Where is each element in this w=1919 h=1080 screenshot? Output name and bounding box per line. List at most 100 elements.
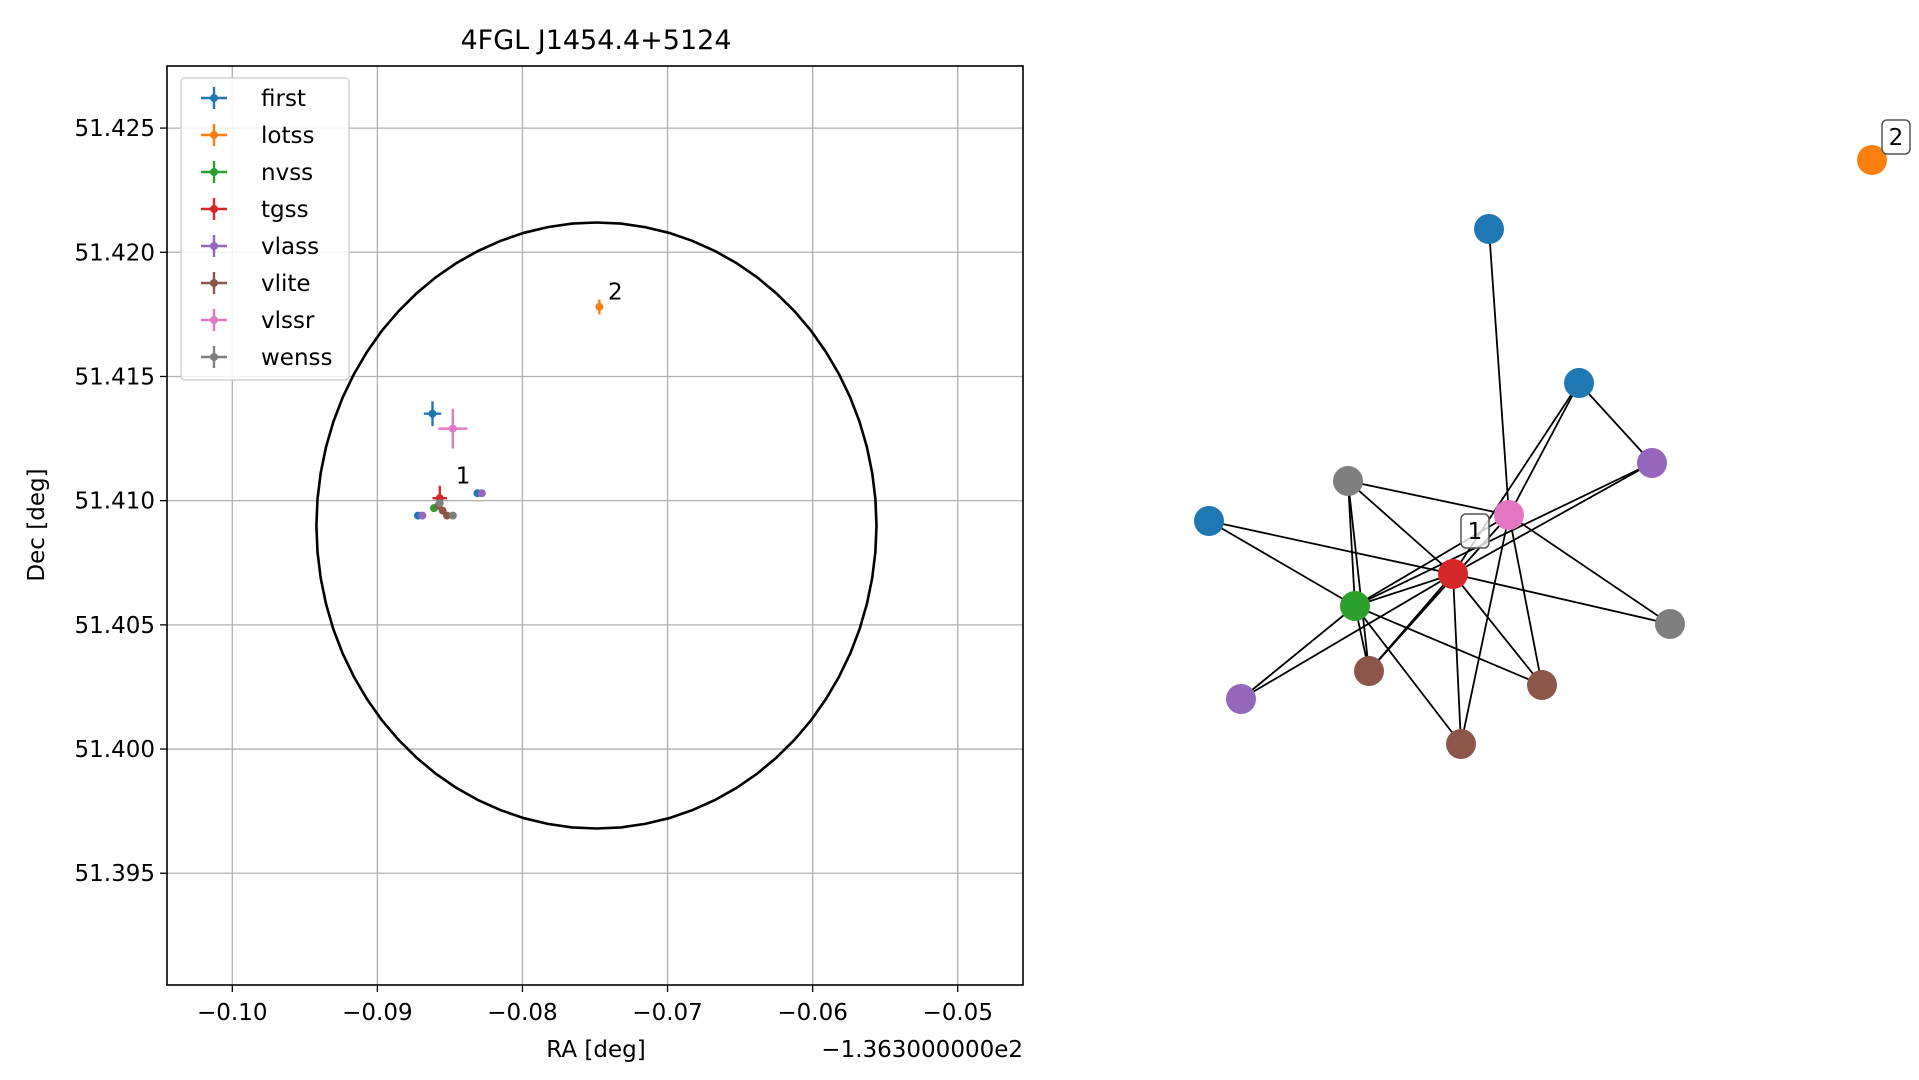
graph-edge (1452, 573, 1671, 625)
point-marker (595, 302, 604, 311)
legend-box (180, 77, 350, 381)
ellipse-outline (315, 221, 878, 830)
graph-edge (1452, 573, 1462, 745)
vlssr-point (438, 408, 468, 449)
graph-node (1226, 684, 1256, 714)
graph-node (1333, 466, 1363, 496)
graph-edge (1508, 514, 1671, 625)
legend-label: nvss (261, 160, 313, 186)
graph-edge (1240, 573, 1454, 700)
graph-edge (1368, 573, 1454, 672)
graph-node (1438, 559, 1468, 589)
legend-item-tgss: tgss (201, 197, 309, 223)
graph-edge (1452, 462, 1653, 575)
y-tick-label: 51.405 (75, 613, 155, 639)
graph-edge (1347, 480, 1510, 516)
graph-edge (1354, 605, 1462, 745)
point-marker (477, 489, 486, 498)
point-marker (448, 511, 457, 520)
point-annotations: 12 (456, 279, 623, 489)
grid-lines (167, 66, 1023, 985)
graph-edge (1347, 480, 1370, 672)
x-axis-ticks: −0.10 −0.09 −0.08 −0.07 −0.06 −0.05 (197, 985, 993, 1026)
graph-label-box (1460, 513, 1490, 549)
graph-node (1637, 448, 1667, 478)
legend-item-first: first (201, 86, 306, 112)
graph-edge (1488, 228, 1510, 516)
legend-label: vlite (261, 271, 311, 297)
point-marker (448, 424, 457, 433)
graph-edge (1347, 480, 1454, 575)
graph-edges (1208, 228, 1671, 745)
annotation-label: 1 (456, 463, 471, 489)
graph-edge (1354, 573, 1454, 607)
legend-swatch-dot (210, 205, 218, 213)
legend-swatch-dot (210, 242, 218, 250)
wenss-point (435, 499, 444, 508)
legend-swatch-dot (210, 94, 218, 102)
x-tick-label: −0.07 (632, 1000, 702, 1026)
legend-swatch-dot (210, 353, 218, 361)
x-tick-label: −0.08 (487, 1000, 557, 1026)
annotation-label: 2 (608, 279, 623, 305)
graph-edge (1578, 382, 1653, 464)
graph-edge (1208, 520, 1454, 575)
graph-nodes (1194, 145, 1887, 759)
sky-position-chart: 4FGL J1454.4+5124 12 −0.10 −0.09 −0.08 −0.0… (24, 25, 1024, 1063)
x-tick-label: −0.06 (777, 1000, 847, 1026)
y-axis-ticks: 51.395 51.400 51.405 51.410 51.415 51.420 51.4… (75, 116, 167, 887)
localization-ellipse (315, 221, 878, 830)
graph-edge (1508, 382, 1580, 516)
x-tick-label: −0.05 (922, 1000, 992, 1026)
legend-swatch-dot (210, 131, 218, 139)
y-tick-label: 51.420 (75, 240, 155, 266)
graph-edge (1208, 520, 1356, 607)
graph-node (1494, 500, 1524, 530)
graph-label: 2 (1881, 119, 1911, 155)
graph-label-text: 1 (1468, 519, 1483, 545)
graph-node (1340, 591, 1370, 621)
legend-item-vlass: vlass (201, 234, 319, 260)
plot-frame (166, 65, 1024, 986)
legend-label: tgss (261, 197, 309, 223)
legend-item-nvss: nvss (201, 160, 313, 186)
point-marker (418, 511, 427, 520)
y-tick-label: 51.410 (75, 489, 155, 515)
legend-swatch-dot (210, 316, 218, 324)
graph-edge (1240, 605, 1356, 700)
y-tick-label: 51.415 (75, 364, 155, 390)
legend-label: wenss (261, 345, 333, 371)
graph-label: 1 (1460, 513, 1490, 549)
legend-label: first (261, 86, 306, 112)
point-marker (428, 409, 437, 418)
legend-item-lotss: lotss (201, 123, 314, 149)
legend-item-vlite: vlite (201, 271, 311, 297)
legend: first lotss nvss tgss vlass vlite vlssr wenss (180, 77, 350, 381)
legend-swatch-dot (210, 279, 218, 287)
wenss-point (448, 511, 457, 520)
first-point (423, 401, 442, 427)
graph-node (1474, 214, 1504, 244)
graph-node (1446, 729, 1476, 759)
graph-node (1655, 609, 1685, 639)
graph-edge (1354, 605, 1543, 686)
vlite-point (443, 511, 452, 520)
lotss-point (595, 299, 604, 315)
legend-item-vlssr: vlssr (201, 308, 315, 334)
graph-label-text: 2 (1889, 125, 1904, 151)
x-tick-label: −0.09 (342, 1000, 412, 1026)
x-axis-label: RA [deg] (546, 1037, 645, 1063)
legend-item-wenss: wenss (201, 345, 333, 371)
legend-label: vlssr (261, 308, 315, 334)
graph-node (1564, 368, 1594, 398)
point-marker (435, 499, 444, 508)
x-tick-label: −0.10 (197, 1000, 267, 1026)
graph-node (1194, 506, 1224, 536)
chart-title: 4FGL J1454.4+5124 (460, 25, 731, 56)
y-axis-label: Dec [deg] (24, 468, 50, 581)
graph-labels: 12 (1460, 119, 1911, 549)
legend-swatch-dot (210, 168, 218, 176)
point-marker (443, 511, 452, 520)
vlass-point (477, 489, 486, 498)
